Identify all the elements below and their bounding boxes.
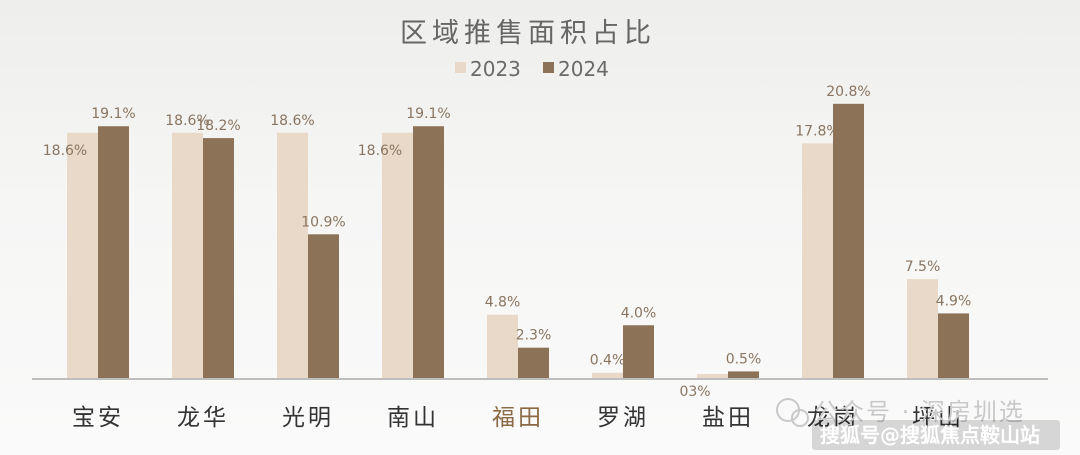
bar-2023-3 xyxy=(277,132,308,378)
category-label-9: 坪山 xyxy=(912,405,964,431)
bar-2024-1 xyxy=(98,126,129,379)
category-label-3: 光明 xyxy=(282,405,334,431)
value-label-2023-7: 03% xyxy=(679,384,710,400)
value-label-2023-8: 17.8% xyxy=(795,123,839,139)
bar-2023-4 xyxy=(382,132,413,378)
chart-title: 区域推售面积占比 xyxy=(400,18,656,49)
value-label-2024-6: 4.0% xyxy=(621,305,657,321)
bar-2023-5 xyxy=(487,314,518,378)
category-label-7: 盐田 xyxy=(702,405,754,431)
category-label-1: 宝安 xyxy=(72,405,124,431)
category-label-2: 龙华 xyxy=(177,405,229,431)
sohu-watermark-text: 搜狐号@搜狐焦点鞍山站 xyxy=(820,423,1040,447)
wechat-watermark-text: 公众号 · 深房圳选 xyxy=(814,398,1025,426)
value-label-2023-5: 4.8% xyxy=(485,295,521,311)
bar-2024-6 xyxy=(623,325,654,378)
bar-2023-1 xyxy=(67,132,98,378)
value-label-2024-3: 10.9% xyxy=(301,214,345,230)
bar-2023-8 xyxy=(802,143,833,378)
value-label-2024-9: 4.9% xyxy=(936,293,972,309)
bars-group: 18.6%19.1% 18.6%18.2% 18.6%10.9%18.6%19.1%… xyxy=(43,84,972,400)
bar-2024-8 xyxy=(833,103,864,379)
bar-2024-7 xyxy=(728,371,759,378)
value-label-2024-8: 20.8% xyxy=(826,84,870,100)
sohu-watermark: 搜狐号@搜狐焦点鞍山站 xyxy=(812,420,1060,450)
value-label-2024-4: 19.1% xyxy=(406,106,450,122)
value-label-2023-1: 18.6% xyxy=(43,143,87,159)
bar-2024-5 xyxy=(518,347,549,378)
bar-2024-4 xyxy=(413,126,444,379)
wechat-watermark: 公众号 · 深房圳选 xyxy=(776,398,1025,427)
legend-label-2023: 2023 xyxy=(470,57,521,81)
bar-2023-9 xyxy=(907,279,938,378)
category-label-6: 罗湖 xyxy=(597,405,649,431)
legend: 2023 2024 xyxy=(455,57,609,81)
legend-swatch-2023 xyxy=(455,62,466,73)
bar-2023-2 xyxy=(172,132,203,378)
category-labels: 宝安 龙华 光明 南山 福田 罗湖 盐田 龙岗 坪山 xyxy=(72,405,964,431)
bar-2023-7 xyxy=(697,374,728,378)
bar-2024-9 xyxy=(938,313,969,378)
legend-label-2024: 2024 xyxy=(558,57,609,81)
value-label-2024-5: 2.3% xyxy=(516,328,552,344)
bar-2024-3 xyxy=(308,234,339,378)
value-label-2023-6: 0.4% xyxy=(590,353,626,369)
value-label-2023-3: 18.6% xyxy=(270,113,314,129)
category-label-8: 龙岗 xyxy=(807,405,859,431)
value-label-2024-7: 0.5% xyxy=(726,351,762,367)
category-label-5: 福田 xyxy=(492,405,544,431)
value-label-2024-2: 18.2% xyxy=(196,118,240,134)
legend-swatch-2024 xyxy=(543,62,554,73)
category-label-4: 南山 xyxy=(387,405,439,431)
bar-2023-6 xyxy=(592,372,623,378)
value-label-2023-9: 7.5% xyxy=(905,259,941,275)
value-label-2023-4: 18.6% xyxy=(358,143,402,159)
value-label-2023-2: 18.6% xyxy=(165,113,209,129)
bar-2024-2 xyxy=(203,138,234,378)
value-label-2024-1: 19.1% xyxy=(91,106,135,122)
wechat-icon xyxy=(776,398,809,427)
